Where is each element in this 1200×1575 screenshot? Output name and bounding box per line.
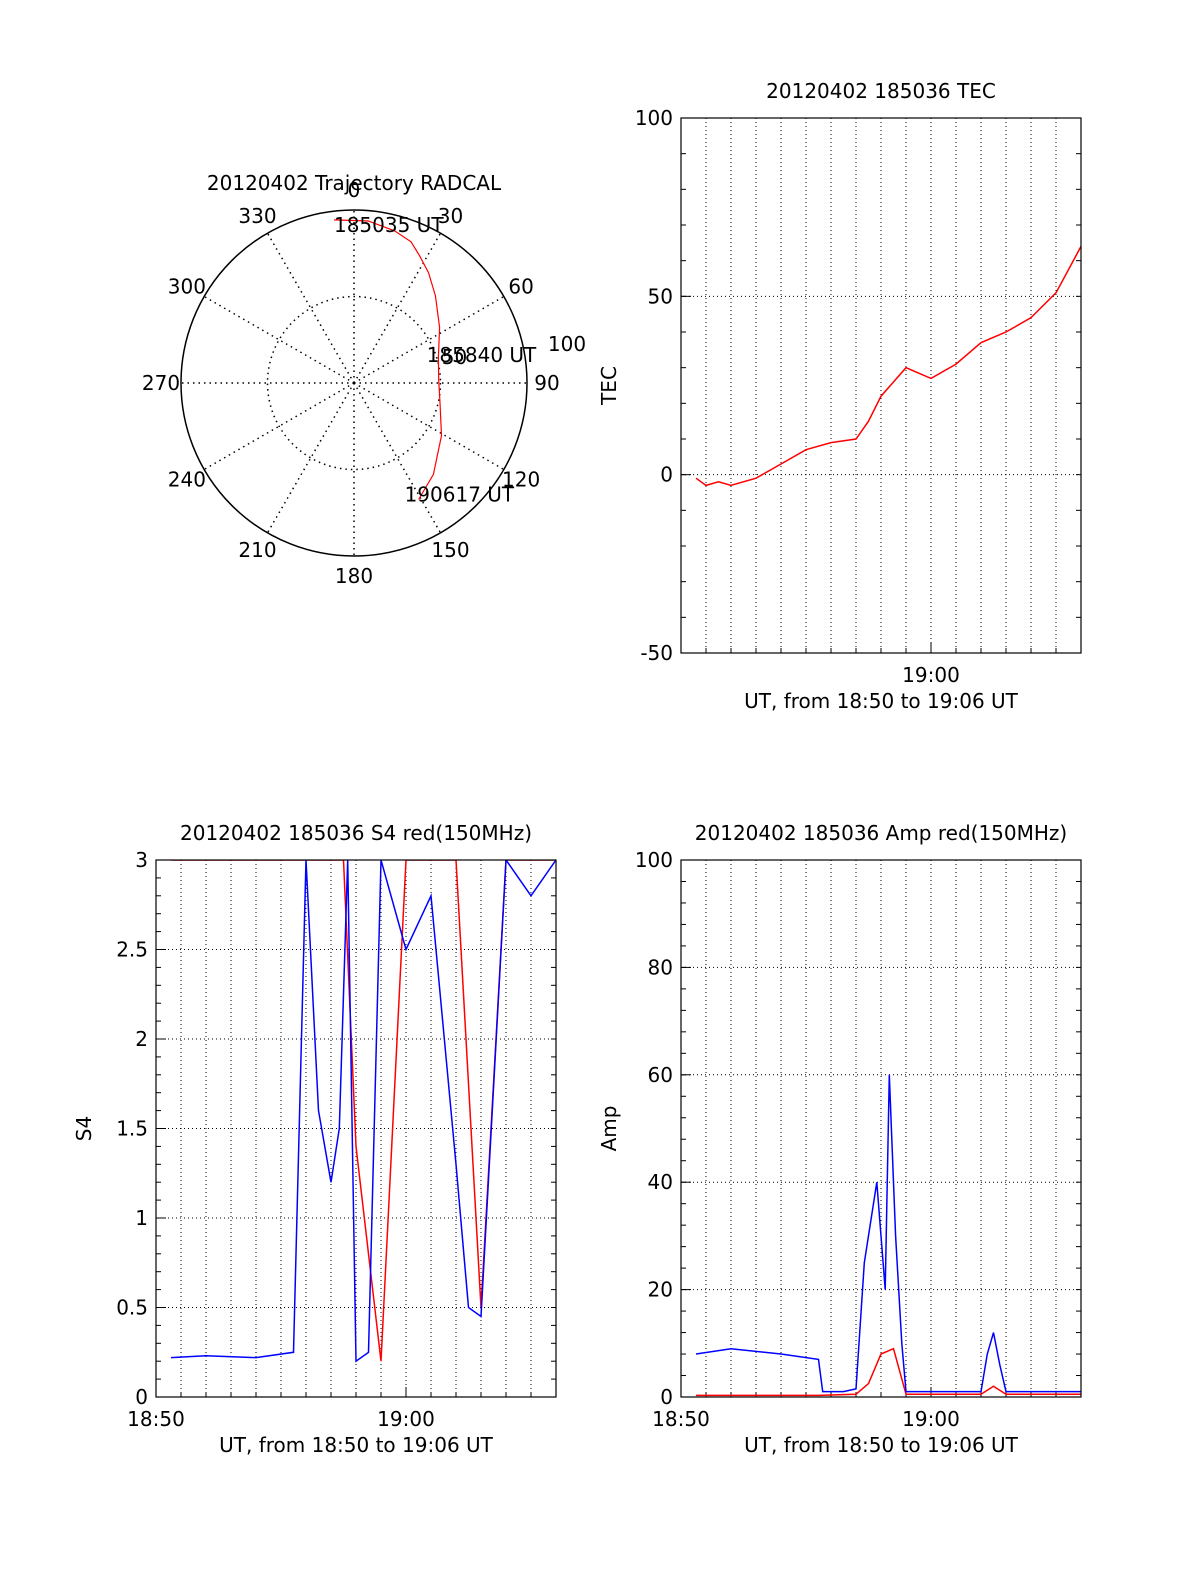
polar-angle-label: 60 [508, 275, 533, 299]
tec-ylabel: TEC [597, 366, 621, 406]
polar-radial-tick: 100 [548, 332, 586, 356]
tec-xlabel: UT, from 18:50 to 19:06 UT [744, 689, 1019, 713]
tec-plot-frame [680, 117, 1082, 654]
polar-time-label: 185840 UT [427, 343, 537, 367]
polar-angle-label: 0 [348, 178, 361, 202]
amp-xtick-label: 19:00 [902, 1407, 960, 1431]
amp-ytick-label: 80 [648, 955, 673, 979]
polar-time-label: 190617 UT [405, 483, 515, 507]
polar-angle-label: 150 [431, 538, 469, 562]
amp-ytick-label: 20 [648, 1278, 673, 1302]
polar-spoke [203, 295, 355, 384]
s4-ytick-label: 2 [135, 1027, 148, 1051]
tec-xtick-label: 19:00 [902, 663, 960, 687]
polar-angle-label: 180 [335, 564, 373, 588]
s4-xtick-label: 18:50 [127, 1407, 185, 1431]
polar-grid-ring [266, 295, 442, 471]
s4-plot-frame [155, 859, 557, 1398]
s4-series-line [170, 860, 556, 1363]
amp-ytick-label: 60 [648, 1063, 673, 1087]
polar-spoke [203, 382, 355, 471]
amp-xtick-label: 18:50 [652, 1407, 710, 1431]
tec-series-line [695, 246, 1081, 487]
amp-series-line [695, 1074, 1081, 1393]
polar-spoke [353, 295, 505, 384]
polar-spoke [266, 232, 355, 384]
tec-title: 20120402 185036 TEC [766, 79, 996, 103]
amp-ytick-label: 100 [635, 848, 673, 872]
amp-xlabel: UT, from 18:50 to 19:06 UT [744, 1433, 1019, 1457]
s4-title: 20120402 185036 S4 red(150MHz) [180, 821, 532, 845]
polar-angle-label: 90 [534, 371, 559, 395]
polar-radial-tick: 50 [442, 345, 467, 369]
s4-ylabel: S4 [72, 1116, 96, 1141]
tec-ytick-label: 50 [648, 284, 673, 308]
s4-ytick-label: 1.5 [116, 1117, 148, 1141]
polar-outer-ring [180, 209, 528, 557]
polar-spoke [266, 382, 355, 534]
amp-plot-frame [680, 859, 1082, 1398]
tec-ytick-label: 100 [635, 106, 673, 130]
polar-title: 20120402 Trajectory RADCAL [207, 171, 502, 195]
polar-spoke [353, 382, 505, 471]
polar-time-label: 185035 UT [334, 213, 444, 237]
s4-xlabel: UT, from 18:50 to 19:06 UT [219, 1433, 494, 1457]
s4-ytick-label: 2.5 [116, 938, 148, 962]
s4-xtick-label: 19:00 [377, 1407, 435, 1431]
polar-angle-label: 120 [502, 468, 540, 492]
polar-angle-label: 30 [438, 204, 463, 228]
tec-ytick-label: 0 [660, 463, 673, 487]
amp-title: 20120402 185036 Amp red(150MHz) [695, 821, 1067, 845]
amp-ylabel: Amp [597, 1106, 621, 1152]
polar-trajectory-line [333, 219, 443, 500]
tec-ytick-label: -50 [640, 641, 673, 665]
s4-series-line [171, 860, 556, 1362]
polar-angle-label: 210 [238, 538, 276, 562]
amp-ytick-label: 40 [648, 1170, 673, 1194]
polar-angle-label: 330 [238, 204, 276, 228]
amp-series-line [696, 1347, 1081, 1397]
s4-ytick-label: 1 [135, 1206, 148, 1230]
s4-ytick-label: 0.5 [116, 1296, 148, 1320]
polar-angle-label: 300 [168, 275, 206, 299]
polar-angle-label: 240 [168, 468, 206, 492]
polar-spoke [353, 232, 442, 384]
polar-spoke [353, 382, 442, 534]
amp-ytick-label: 0 [660, 1385, 673, 1409]
polar-angle-label: 270 [142, 371, 180, 395]
s4-ytick-label: 3 [135, 848, 148, 872]
s4-ytick-label: 0 [135, 1385, 148, 1409]
